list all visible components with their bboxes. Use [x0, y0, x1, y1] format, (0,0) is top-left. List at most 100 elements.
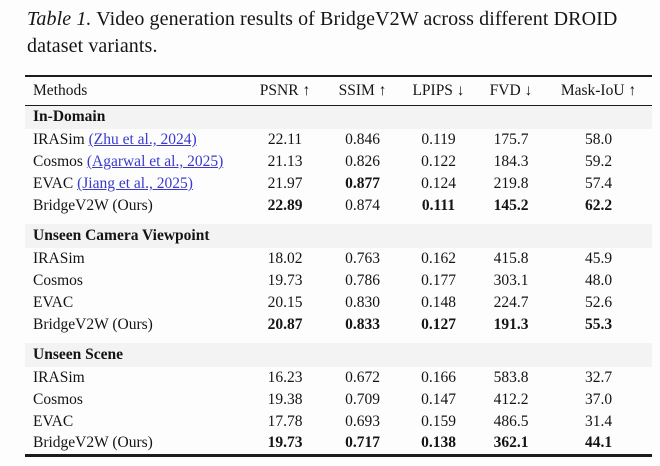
lpips-value: 0.177 [421, 272, 456, 289]
mask-iou-value: 59.2 [584, 153, 613, 170]
psnr-value: 21.97 [267, 175, 303, 192]
method-cell: EVAC (Jiang et al., 2025) [25, 173, 245, 195]
method-cell: IRASim [25, 367, 245, 389]
psnr-value: 18.02 [267, 250, 303, 267]
method-cell: Cosmos [25, 389, 245, 411]
psnr-value: 20.15 [267, 294, 303, 311]
method-cell: Cosmos (Agarwal et al., 2025) [25, 151, 245, 173]
psnr-value: 17.78 [267, 413, 303, 430]
method-name: BridgeV2W (Ours) [33, 434, 153, 452]
table-row: EVAC 20.15 0.830 0.148 224.7 52.6 [25, 292, 652, 314]
mask-iou-value: 57.4 [584, 175, 613, 192]
lpips-value: 0.127 [421, 316, 456, 333]
table-row: IRASim 16.23 0.672 0.166 583.8 32.7 [25, 367, 652, 389]
ssim-value: 0.833 [345, 316, 380, 333]
method-cell: BridgeV2W (Ours) [25, 195, 245, 217]
fvd-value: 145.2 [493, 197, 529, 214]
column-header-lpips: LPIPS ↓ [412, 81, 465, 99]
method-name: BridgeV2W (Ours) [33, 316, 153, 333]
table-row: Cosmos 19.73 0.786 0.177 303.1 48.0 [25, 270, 652, 292]
lpips-value: 0.119 [421, 131, 456, 148]
mask-iou-value: 52.6 [584, 294, 613, 311]
section-header-unseen-camera-viewpoint: Unseen Camera Viewpoint [25, 224, 652, 248]
psnr-value: 16.23 [267, 369, 303, 386]
psnr-value: 20.87 [267, 316, 303, 333]
method-name: Cosmos [33, 272, 83, 289]
method-name: IRASim [33, 250, 85, 267]
mask-iou-value: 45.9 [584, 250, 613, 267]
citation-link[interactable]: (Zhu et al., 2024) [88, 131, 197, 148]
method-name: EVAC [33, 413, 74, 430]
lpips-value: 0.166 [421, 369, 456, 386]
section-title: In-Domain [33, 108, 106, 126]
table-row: IRASim (Zhu et al., 2024) 22.11 0.846 0.… [25, 129, 652, 151]
citation-link[interactable]: (Agarwal et al., 2025) [86, 153, 224, 170]
psnr-value: 22.11 [267, 131, 303, 148]
section-title: Unseen Scene [33, 346, 123, 363]
fvd-value: 362.1 [493, 434, 529, 452]
lpips-value: 0.122 [421, 153, 456, 170]
ssim-value: 0.846 [345, 131, 380, 148]
method-cell: BridgeV2W (Ours) [25, 433, 245, 455]
ssim-value: 0.672 [345, 369, 380, 386]
mask-iou-value: 58.0 [584, 131, 613, 148]
mask-iou-value: 55.3 [584, 316, 613, 333]
table-row: BridgeV2W (Ours) 22.89 0.874 0.111 145.2… [25, 195, 652, 217]
fvd-value: 184.3 [493, 153, 529, 170]
psnr-value: 22.89 [267, 197, 303, 214]
ssim-value: 0.763 [345, 250, 380, 267]
table-row: Cosmos 19.38 0.709 0.147 412.2 37.0 [25, 389, 652, 411]
fvd-value: 583.8 [493, 369, 529, 386]
table-row: Cosmos (Agarwal et al., 2025) 21.13 0.82… [25, 151, 652, 173]
table-row: EVAC 17.78 0.693 0.159 486.5 31.4 [25, 411, 652, 433]
lpips-value: 0.162 [421, 250, 456, 267]
column-header-mask-iou: Mask-IoU ↑ [560, 81, 637, 99]
section-header-unseen-scene: Unseen Scene [25, 343, 652, 367]
table-caption: Table 1. Video generation results of Bri… [27, 6, 651, 60]
ssim-value: 0.877 [345, 175, 380, 192]
fvd-value: 415.8 [493, 250, 529, 267]
table-row: EVAC (Jiang et al., 2025) 21.97 0.877 0.… [25, 173, 652, 195]
psnr-value: 19.73 [267, 434, 303, 452]
caption-label: Table 1. [27, 8, 92, 30]
column-header-ssim: SSIM ↑ [338, 81, 387, 99]
column-header-fvd: FVD ↓ [489, 81, 533, 99]
mask-iou-value: 37.0 [584, 391, 613, 408]
fvd-value: 412.2 [493, 391, 529, 408]
ssim-value: 0.826 [345, 153, 380, 170]
method-name: EVAC [33, 294, 74, 311]
results-table: Methods PSNR ↑ SSIM ↑ LPIPS ↓ FVD ↓ Mask… [25, 75, 652, 457]
lpips-value: 0.138 [421, 434, 456, 452]
mask-iou-value: 44.1 [584, 434, 613, 452]
mask-iou-value: 32.7 [584, 369, 613, 386]
method-name: EVAC [33, 175, 74, 192]
ssim-value: 0.693 [345, 413, 380, 430]
method-cell: BridgeV2W (Ours) [25, 314, 245, 336]
method-name: Cosmos [33, 391, 83, 408]
header-row: Methods PSNR ↑ SSIM ↑ LPIPS ↓ FVD ↓ Mask… [25, 76, 652, 105]
fvd-value: 224.7 [493, 294, 529, 311]
ssim-value: 0.786 [345, 272, 380, 289]
table-row: BridgeV2W (Ours) 20.87 0.833 0.127 191.3… [25, 314, 652, 336]
row-spacer [25, 217, 652, 224]
section-title: Unseen Camera Viewpoint [33, 227, 210, 244]
lpips-value: 0.159 [421, 413, 456, 430]
column-header-methods: Methods [33, 81, 88, 99]
fvd-value: 303.1 [493, 272, 529, 289]
table-row: BridgeV2W (Ours) 19.73 0.717 0.138 362.1… [25, 433, 652, 455]
fvd-value: 486.5 [493, 413, 529, 430]
mask-iou-value: 48.0 [584, 272, 613, 289]
ssim-value: 0.830 [345, 294, 380, 311]
psnr-value: 19.73 [267, 272, 303, 289]
ssim-value: 0.874 [345, 197, 380, 214]
ssim-value: 0.709 [345, 391, 380, 408]
method-cell: EVAC [25, 292, 245, 314]
mask-iou-value: 62.2 [584, 197, 613, 214]
psnr-value: 19.38 [267, 391, 303, 408]
citation-link[interactable]: (Jiang et al., 2025) [77, 175, 193, 192]
lpips-value: 0.111 [421, 197, 456, 214]
lpips-value: 0.147 [421, 391, 456, 408]
method-cell: IRASim (Zhu et al., 2024) [25, 129, 245, 151]
method-name: IRASim [33, 369, 85, 386]
column-header-psnr: PSNR ↑ [259, 81, 311, 99]
